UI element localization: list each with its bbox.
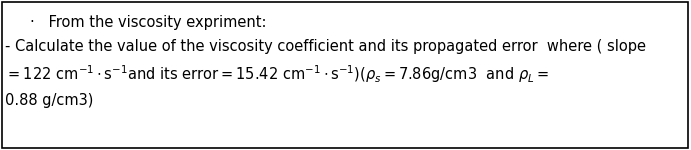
Text: 0.88 g/cm3): 0.88 g/cm3) [5,93,93,108]
Text: - Calculate the value of the viscosity coefficient and its propagated error  whe: - Calculate the value of the viscosity c… [5,39,646,54]
Text: ·   From the viscosity expriment:: · From the viscosity expriment: [30,15,267,30]
Text: $=122\ \mathrm{cm}^{-1}\cdot \mathrm{s}^{-1}$$\mathrm{and\ its\ error} = 15.42\ : $=122\ \mathrm{cm}^{-1}\cdot \mathrm{s}^… [5,63,549,85]
